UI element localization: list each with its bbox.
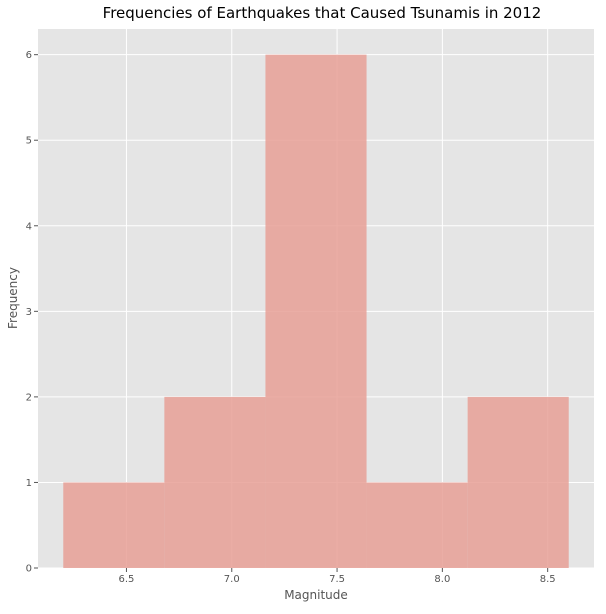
y-tick-label: 6 [26,50,32,61]
histogram-bar-3 [366,482,468,568]
x-tick-label: 8.0 [434,574,450,585]
ticks: 0 1 2 3 4 5 6 6.5 7.0 7.5 8.0 8.5 [26,50,556,585]
chart-title: Frequencies of Earthquakes that Caused T… [103,4,542,22]
histogram-bar-1 [164,396,266,568]
histogram-bar-2 [265,54,367,568]
histogram-bar-4 [467,396,569,568]
x-tick-label: 8.5 [540,574,556,585]
y-tick-label: 2 [26,392,32,403]
x-axis-label: Magnitude [284,588,348,602]
y-tick-label: 4 [26,221,32,232]
x-tick-label: 7.5 [329,574,345,585]
bars [63,54,569,568]
y-axis-label: Frequency [6,267,20,329]
y-tick-label: 3 [26,307,32,318]
y-tick-label: 1 [26,478,32,489]
y-tick-label: 0 [26,564,32,575]
x-tick-label: 7.0 [224,574,240,585]
histogram-bar-0 [63,482,165,568]
x-tick-label: 6.5 [119,574,135,585]
y-tick-label: 5 [26,136,32,147]
